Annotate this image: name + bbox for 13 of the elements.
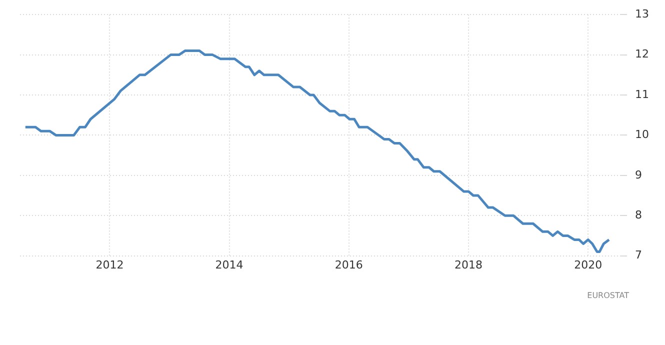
x-tick-label: 2012 bbox=[96, 258, 124, 272]
text: EUROSTAT bbox=[587, 291, 630, 300]
y-tick-label: 8 bbox=[635, 208, 642, 222]
y-tick-label: 11 bbox=[635, 88, 650, 101]
x-tick-label: 2020 bbox=[574, 258, 602, 272]
y-tick-label: 7 bbox=[635, 248, 642, 262]
x-tick-label: 2014 bbox=[215, 258, 244, 272]
x-tick-label: 2018 bbox=[454, 258, 483, 272]
y-tick-label: 13 bbox=[635, 7, 650, 20]
y-tick-label: 10 bbox=[635, 128, 650, 142]
y-tick-label: 12 bbox=[635, 48, 650, 61]
y-tick-label: 9 bbox=[635, 168, 642, 182]
x-tick-label: 2016 bbox=[334, 258, 363, 272]
